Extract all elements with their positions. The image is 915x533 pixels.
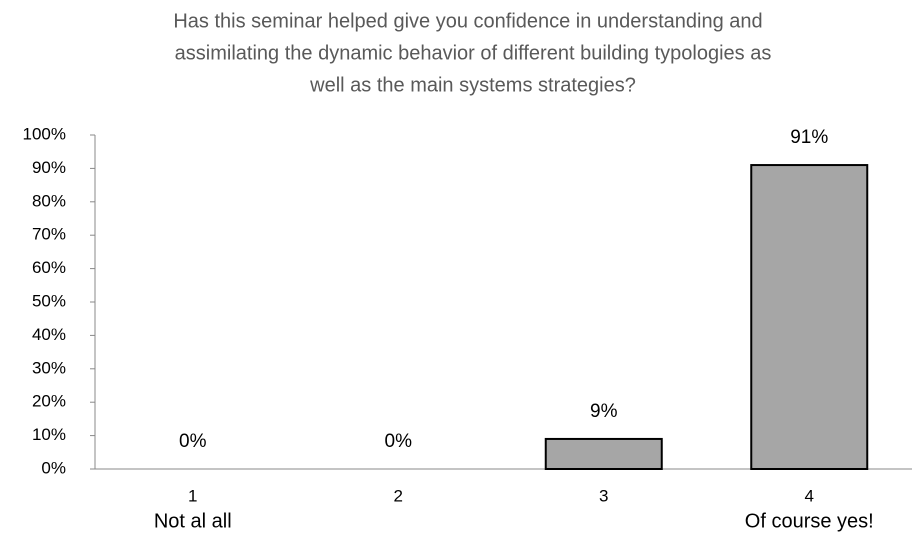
y-tick-label: 10% bbox=[32, 425, 66, 444]
data-label: 91% bbox=[790, 127, 828, 148]
x-tick-sublabel: Of course yes! bbox=[745, 510, 874, 532]
y-tick-label: 40% bbox=[32, 325, 66, 344]
x-tick-label: 3 bbox=[599, 486, 608, 505]
x-tick-label: 4 bbox=[805, 486, 814, 505]
bar bbox=[750, 164, 869, 470]
chart-title: Has this seminar helped give you confide… bbox=[173, 10, 762, 32]
y-tick-label: 0% bbox=[41, 458, 66, 477]
x-tick-label: 1 bbox=[188, 486, 197, 505]
data-label: 0% bbox=[179, 431, 207, 452]
y-tick-label: 30% bbox=[32, 358, 66, 377]
y-tick-label: 100% bbox=[23, 124, 66, 143]
y-tick-label: 50% bbox=[32, 291, 66, 310]
x-tick-label: 2 bbox=[394, 486, 403, 505]
y-tick-label: 80% bbox=[32, 191, 66, 210]
chart-title: assimilating the dynamic behavior of dif… bbox=[175, 42, 772, 64]
chart-title: well as the main systems strategies? bbox=[309, 74, 636, 96]
bar bbox=[544, 437, 663, 471]
data-label: 9% bbox=[590, 401, 618, 422]
y-tick-label: 70% bbox=[32, 225, 66, 244]
data-label: 0% bbox=[385, 431, 413, 452]
y-tick-label: 60% bbox=[32, 258, 66, 277]
y-tick-label: 90% bbox=[32, 158, 66, 177]
y-tick-label: 20% bbox=[32, 392, 66, 411]
x-tick-sublabel: Not al all bbox=[154, 510, 232, 532]
